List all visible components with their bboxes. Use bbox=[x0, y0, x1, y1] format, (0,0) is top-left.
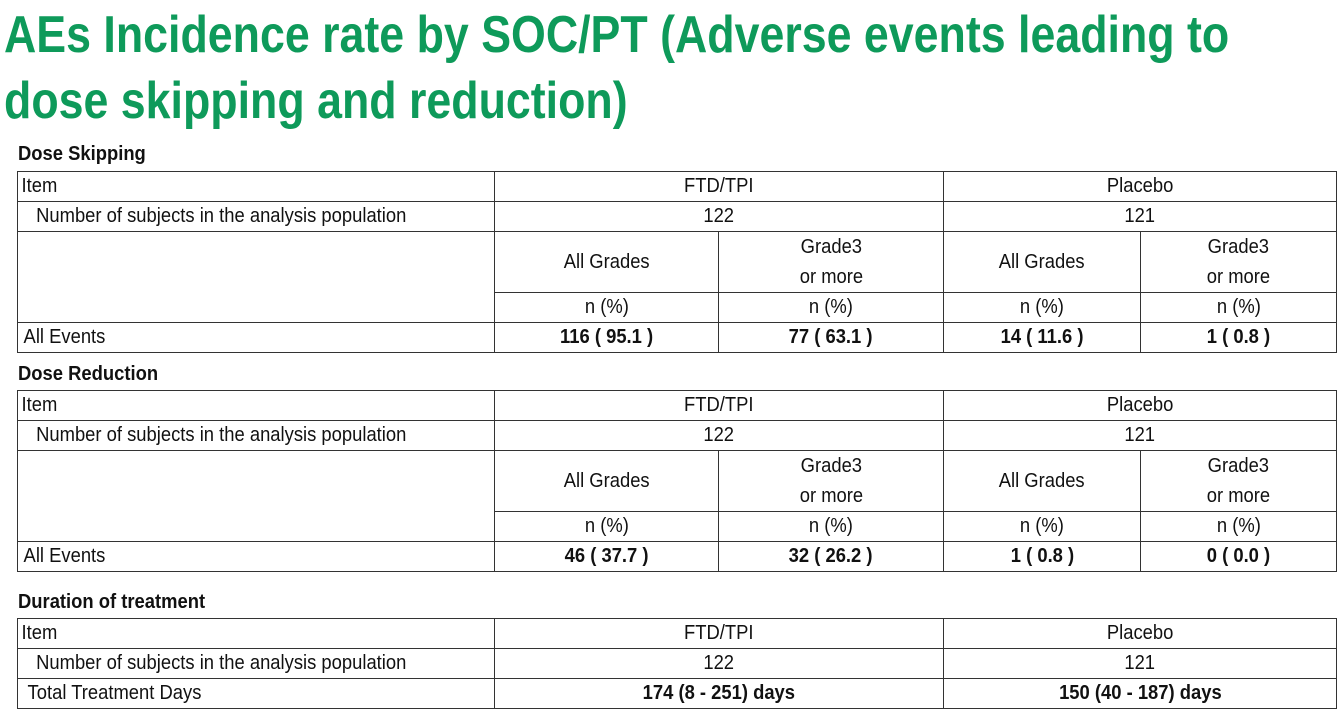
events-value: 1 ( 0.8 ) bbox=[943, 541, 1142, 572]
table-row: Number of subjects in the analysis popul… bbox=[17, 648, 1337, 679]
dose-reduction-table: Item FTD/TPI Placebo Number of subjects … bbox=[17, 390, 1338, 572]
grade-header-grade3: Grade3 or more bbox=[717, 450, 945, 512]
item-header: Item bbox=[17, 618, 495, 649]
table-row: Total Treatment Days 174 (8 - 251) days … bbox=[17, 678, 1337, 709]
arm-header-ftd-tpi: FTD/TPI bbox=[493, 171, 945, 202]
arm-header-placebo: Placebo bbox=[943, 171, 1338, 202]
arm-header-placebo: Placebo bbox=[943, 618, 1337, 649]
subjects-count-placebo: 121 bbox=[943, 201, 1338, 232]
subjects-count-ftd-tpi: 122 bbox=[493, 201, 945, 232]
n-pct-header: n (%) bbox=[494, 292, 719, 323]
n-pct-header: n (%) bbox=[943, 292, 1142, 323]
table-row: Item FTD/TPI Placebo bbox=[17, 390, 1338, 421]
grade-header-all: All Grades bbox=[494, 450, 719, 512]
n-pct-header: n (%) bbox=[717, 292, 945, 323]
events-value: 32 ( 26.2 ) bbox=[717, 541, 945, 572]
n-pct-header: n (%) bbox=[494, 511, 719, 542]
subjects-label: Number of subjects in the analysis popul… bbox=[17, 648, 495, 679]
page-title-line-2: dose skipping and reduction) bbox=[4, 72, 628, 130]
events-value: 14 ( 11.6 ) bbox=[943, 322, 1142, 353]
page-title-line-1: AEs Incidence rate by SOC/PT (Adverse ev… bbox=[4, 6, 1230, 64]
table-row: Number of subjects in the analysis popul… bbox=[17, 201, 1338, 232]
subjects-label: Number of subjects in the analysis popul… bbox=[17, 420, 495, 451]
item-header: Item bbox=[17, 171, 495, 202]
n-pct-header: n (%) bbox=[717, 511, 945, 542]
table-row: All Events 46 ( 37.7 ) 32 ( 26.2 ) 1 ( 0… bbox=[17, 541, 1338, 572]
events-value: 0 ( 0.0 ) bbox=[1140, 541, 1338, 572]
table-row: All Events 116 ( 95.1 ) 77 ( 63.1 ) 14 (… bbox=[17, 322, 1338, 353]
arm-header-placebo: Placebo bbox=[943, 390, 1338, 421]
subjects-count-ftd-tpi: 122 bbox=[494, 648, 944, 679]
events-value: 46 ( 37.7 ) bbox=[494, 541, 719, 572]
subjects-count-placebo: 121 bbox=[943, 420, 1338, 451]
all-events-label: All Events bbox=[17, 541, 495, 572]
table-row: Item FTD/TPI Placebo bbox=[17, 171, 1338, 202]
subjects-count-ftd-tpi: 122 bbox=[493, 420, 945, 451]
events-value: 116 ( 95.1 ) bbox=[494, 322, 719, 353]
page-title: AEs Incidence rate by SOC/PT (Adverse ev… bbox=[4, 2, 1230, 134]
dose-reduction-heading: Dose Reduction bbox=[18, 363, 159, 385]
table-row: n (%) n (%) n (%) n (%) bbox=[18, 511, 1338, 542]
treatment-days-ftd-tpi: 174 (8 - 251) days bbox=[494, 678, 944, 709]
grade-header-grade3: Grade3 or more bbox=[1140, 450, 1338, 512]
arm-header-ftd-tpi: FTD/TPI bbox=[493, 390, 945, 421]
all-events-label: All Events bbox=[17, 322, 495, 353]
arm-header-ftd-tpi: FTD/TPI bbox=[494, 618, 944, 649]
events-value: 1 ( 0.8 ) bbox=[1140, 322, 1338, 353]
treatment-days-label: Total Treatment Days bbox=[17, 678, 495, 709]
dose-skipping-table: Item FTD/TPI Placebo Number of subjects … bbox=[17, 171, 1338, 353]
table-row: n (%) n (%) n (%) n (%) bbox=[18, 292, 1338, 323]
empty-cell bbox=[17, 231, 495, 323]
grade-header-all: All Grades bbox=[943, 231, 1142, 293]
events-value: 77 ( 63.1 ) bbox=[717, 322, 945, 353]
treatment-days-placebo: 150 (40 - 187) days bbox=[943, 678, 1337, 709]
n-pct-header: n (%) bbox=[943, 511, 1142, 542]
grade-header-all: All Grades bbox=[494, 231, 719, 293]
grade-header-grade3: Grade3 or more bbox=[717, 231, 945, 293]
table-row: Item FTD/TPI Placebo bbox=[17, 618, 1337, 649]
subjects-count-placebo: 121 bbox=[943, 648, 1337, 679]
table-row: All Grades Grade3 or more All Grades Grad… bbox=[17, 450, 1338, 542]
subjects-label: Number of subjects in the analysis popul… bbox=[17, 201, 495, 232]
dose-skipping-heading: Dose Skipping bbox=[18, 143, 146, 165]
duration-table: Item FTD/TPI Placebo Number of subjects … bbox=[17, 618, 1337, 709]
item-header: Item bbox=[17, 390, 495, 421]
n-pct-header: n (%) bbox=[1140, 511, 1338, 542]
duration-heading: Duration of treatment bbox=[18, 591, 206, 613]
table-row: Number of subjects in the analysis popul… bbox=[17, 420, 1338, 451]
empty-cell bbox=[17, 450, 495, 542]
grade-header-all: All Grades bbox=[943, 450, 1142, 512]
grade-header-grade3: Grade3 or more bbox=[1140, 231, 1338, 293]
table-row: All Grades Grade3 or more All Grades Grad… bbox=[17, 231, 1338, 323]
n-pct-header: n (%) bbox=[1140, 292, 1338, 323]
